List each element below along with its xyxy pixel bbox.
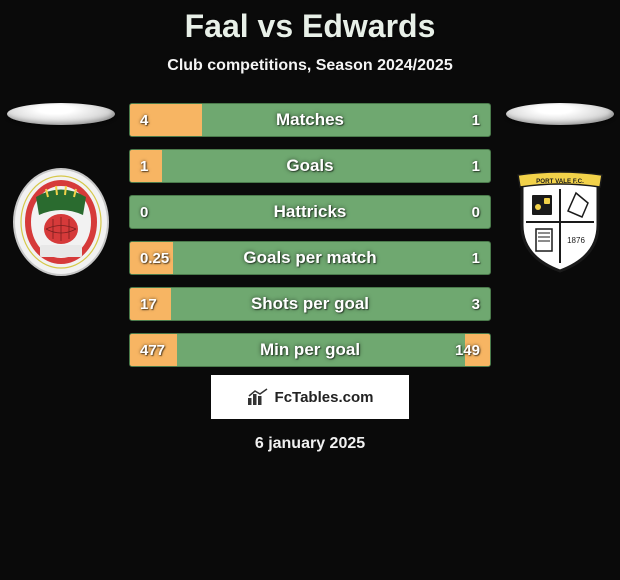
left-club-crest [11, 167, 111, 277]
fctables-logo: FcTables.com [211, 375, 409, 419]
stat-value-left: 1 [140, 158, 148, 175]
stat-value-left: 4 [140, 112, 148, 129]
stat-value-right: 1 [472, 158, 480, 175]
svg-text:PORT VALE F.C.: PORT VALE F.C. [536, 178, 584, 185]
stat-label: Matches [276, 110, 344, 130]
date-label: 6 january 2025 [255, 435, 365, 453]
fctables-label: FcTables.com [275, 389, 374, 406]
stat-bar: 477 Min per goal 149 [129, 333, 491, 367]
stat-value-left: 477 [140, 342, 165, 359]
stat-label: Goals per match [243, 248, 376, 268]
stat-bar: 0.25 Goals per match 1 [129, 241, 491, 275]
stat-label: Shots per goal [251, 294, 369, 314]
stat-label: Goals [286, 156, 333, 176]
stat-value-right: 0 [472, 204, 480, 221]
stat-value-right: 1 [472, 250, 480, 267]
left-column [0, 103, 121, 277]
stat-bar: 1 Goals 1 [129, 149, 491, 183]
stat-bar: 4 Matches 1 [129, 103, 491, 137]
stat-bar: 0 Hattricks 0 [129, 195, 491, 229]
stat-value-left: 17 [140, 296, 157, 313]
player-photo-placeholder-right [506, 103, 614, 125]
stat-bar: 17 Shots per goal 3 [129, 287, 491, 321]
page-title: Faal vs Edwards [185, 8, 436, 45]
right-club-crest: PORT VALE F.C. 1876 [510, 167, 610, 277]
stat-label: Min per goal [260, 340, 360, 360]
stat-value-left: 0.25 [140, 250, 169, 267]
stat-value-right: 149 [455, 342, 480, 359]
stats-bars: 4 Matches 1 1 Goals 1 0 Hattricks 0 0.25 Goals per… [129, 103, 491, 367]
page-subtitle: Club competitions, Season 2024/2025 [167, 57, 452, 75]
stat-value-left: 0 [140, 204, 148, 221]
player-photo-placeholder-left [7, 103, 115, 125]
stat-label: Hattricks [274, 202, 347, 222]
stat-value-right: 3 [472, 296, 480, 313]
right-column: PORT VALE F.C. 1876 [499, 103, 620, 277]
stat-value-right: 1 [472, 112, 480, 129]
comparison-layout: 4 Matches 1 1 Goals 1 0 Hattricks 0 0.25 Goals per… [0, 103, 620, 367]
svg-text:1876: 1876 [567, 236, 585, 245]
chart-icon [247, 388, 271, 406]
